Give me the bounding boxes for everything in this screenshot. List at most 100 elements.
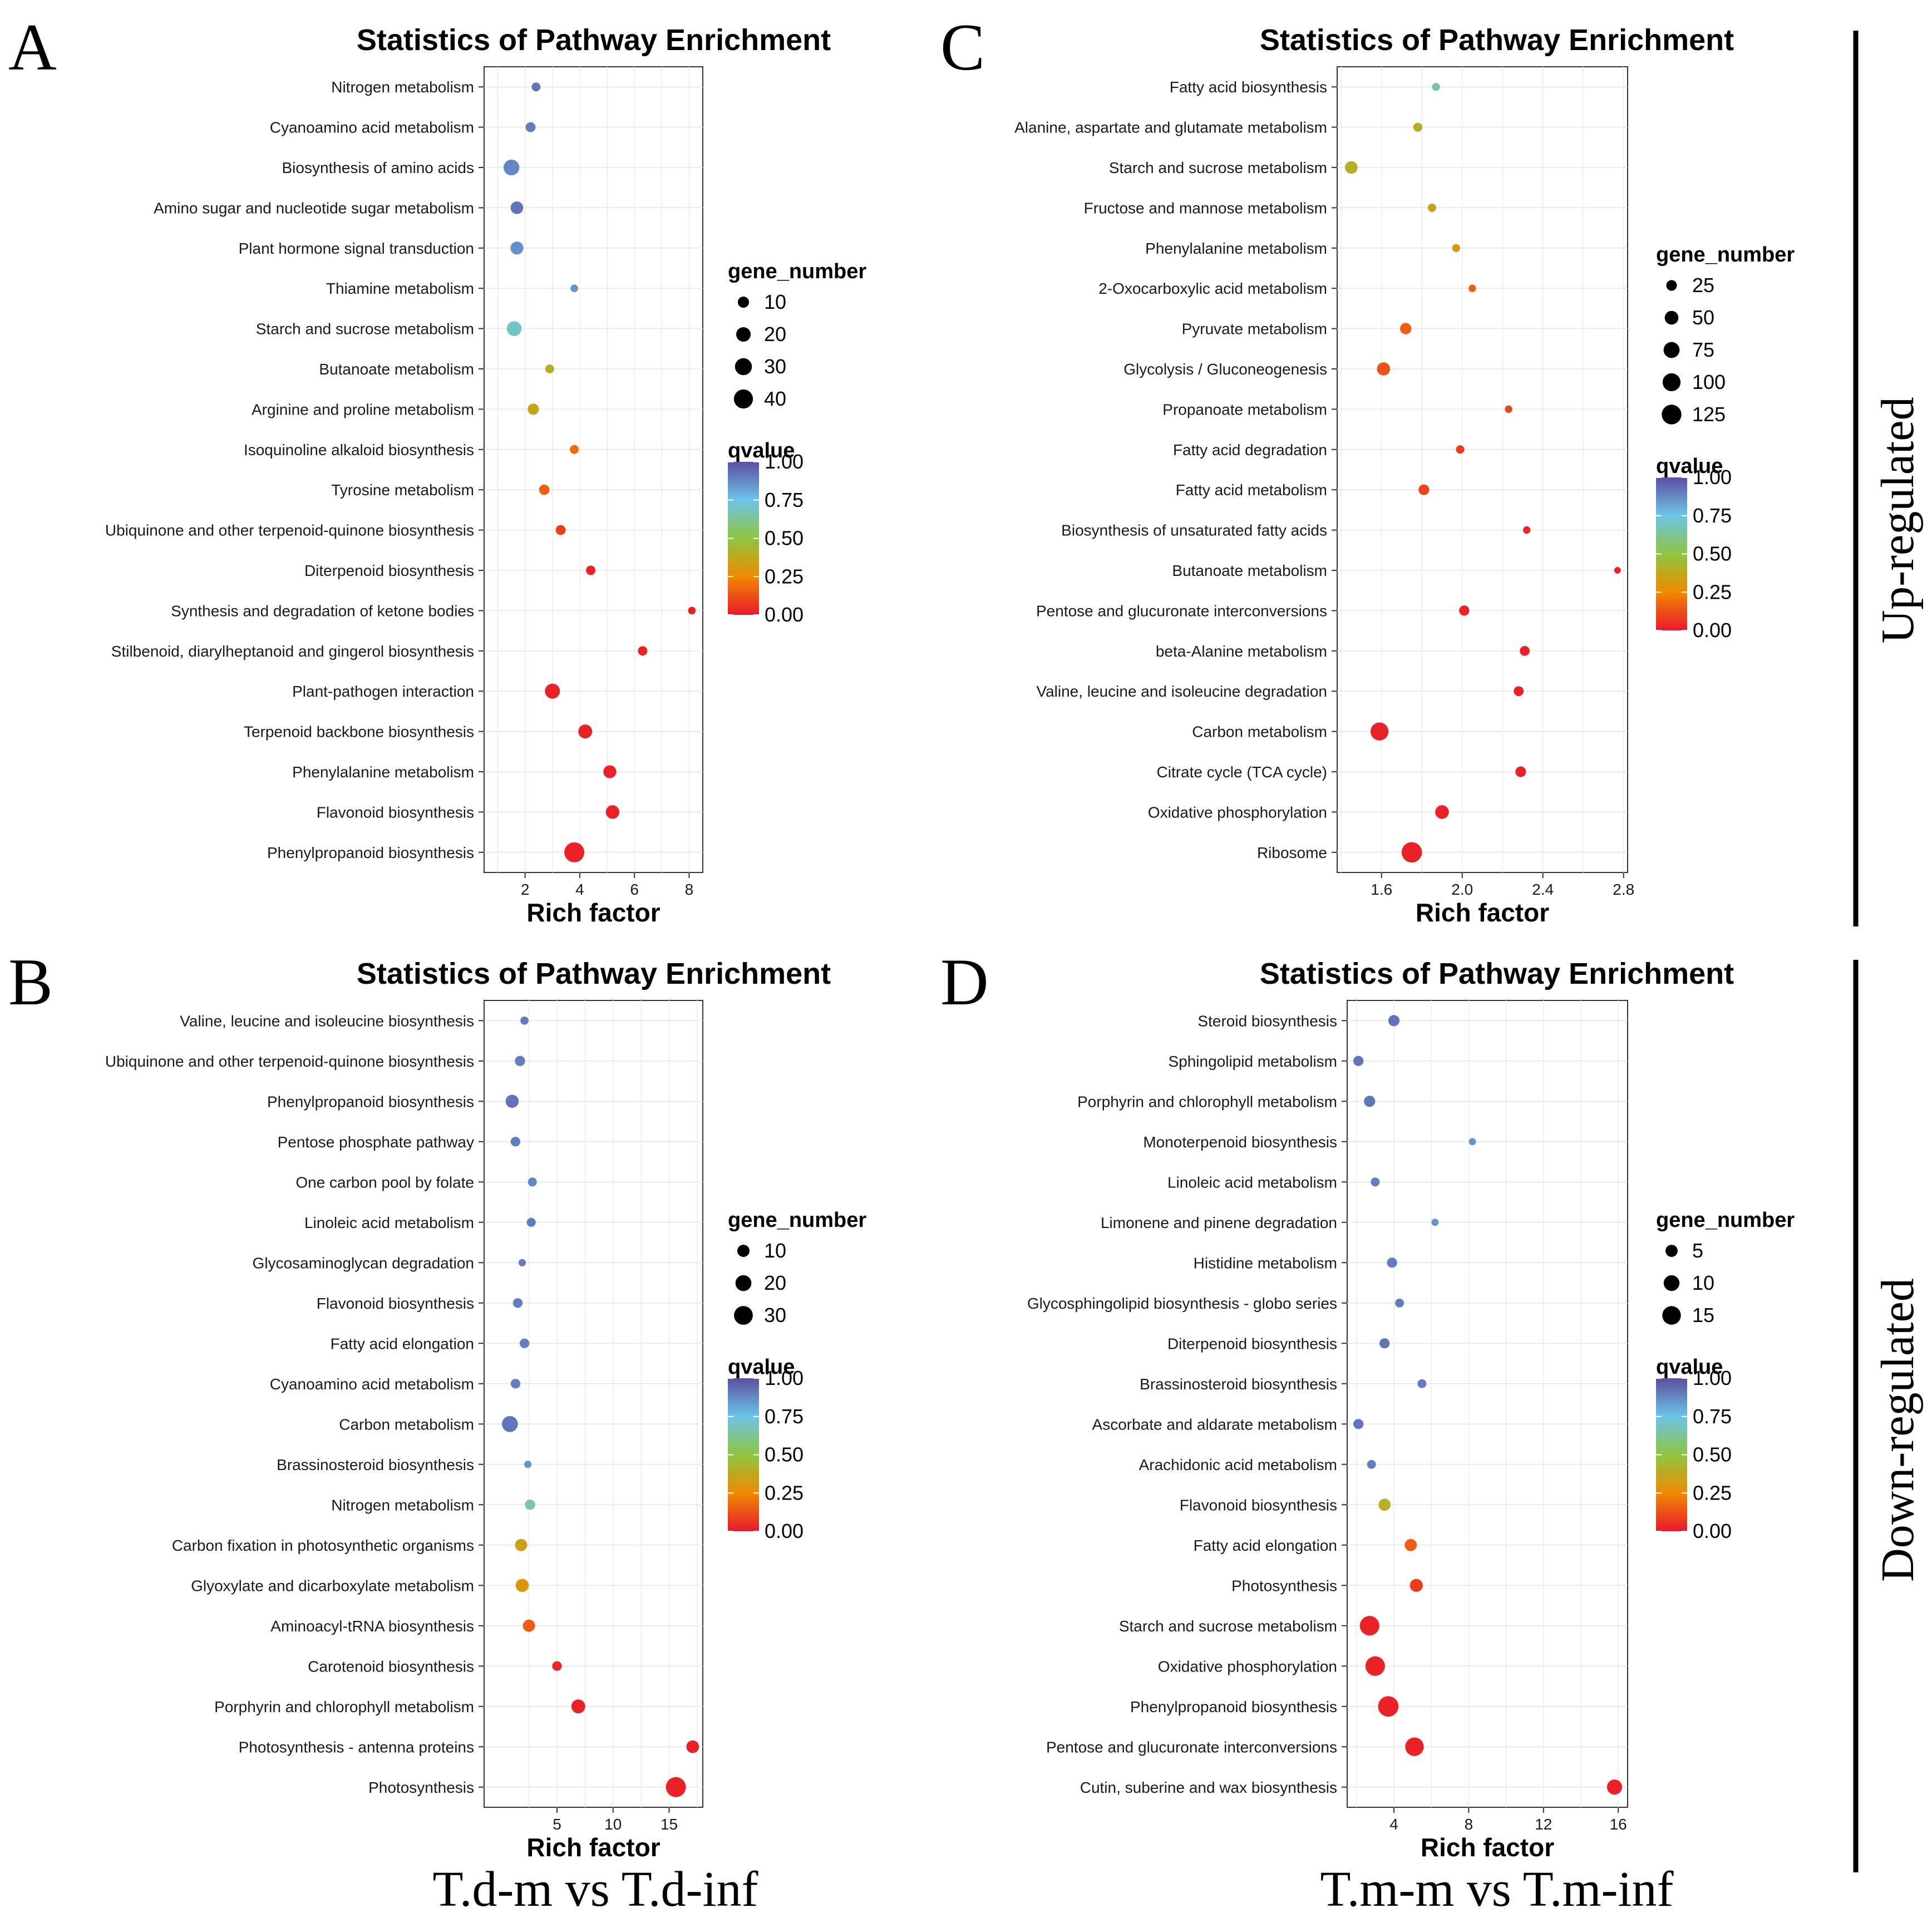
y-label-pentose-phosphate-pathway: Pentose phosphate pathway bbox=[278, 1133, 474, 1151]
point-pentose-and-glucuronate-interconversions bbox=[1405, 1737, 1424, 1756]
y-label-limonene-and-pinene-degradation: Limonene and pinene degradation bbox=[1101, 1214, 1337, 1231]
y-label-carotenoid-biosynthesis: Carotenoid biosynthesis bbox=[308, 1658, 474, 1675]
legend-size-dot bbox=[1662, 405, 1682, 425]
y-label-beta-alanine-metabolism: beta-Alanine metabolism bbox=[1156, 643, 1327, 660]
y-label-monoterpenoid-biosynthesis: Monoterpenoid biosynthesis bbox=[1143, 1133, 1337, 1151]
y-label-ubiquinone-and-other-terpenoid-quinone-biosynthesis: Ubiquinone and other terpenoid-quinone b… bbox=[105, 1053, 474, 1070]
legend-size-title: gene_number bbox=[1656, 1209, 1795, 1232]
point-oxidative-phosphorylation bbox=[1435, 805, 1449, 819]
y-label-flavonoid-biosynthesis: Flavonoid biosynthesis bbox=[1180, 1496, 1337, 1513]
point-fatty-acid-elongation bbox=[519, 1338, 530, 1348]
y-label-starch-and-sucrose-metabolism: Starch and sucrose metabolism bbox=[256, 320, 474, 338]
legend-color-label: 0.50 bbox=[1693, 1443, 1732, 1466]
x-axis-label: Rich factor bbox=[526, 1833, 660, 1862]
legend-color-title: qvalue bbox=[1656, 455, 1723, 478]
y-label-porphyrin-and-chlorophyll-metabolism: Porphyrin and chlorophyll metabolism bbox=[1077, 1093, 1337, 1110]
y-label-phenylpropanoid-biosynthesis: Phenylpropanoid biosynthesis bbox=[267, 844, 474, 861]
point-plant-hormone-signal-transduction bbox=[510, 241, 524, 255]
point-phenylpropanoid-biosynthesis bbox=[505, 1094, 519, 1108]
point-diterpenoid-biosynthesis bbox=[586, 565, 596, 575]
legend-color-title: qvalue bbox=[1656, 1355, 1723, 1379]
y-label-flavonoid-biosynthesis: Flavonoid biosynthesis bbox=[317, 803, 474, 821]
point-steroid-biosynthesis bbox=[1388, 1015, 1400, 1027]
y-label-brassinosteroid-biosynthesis: Brassinosteroid biosynthesis bbox=[1140, 1375, 1337, 1393]
plot-area bbox=[1347, 1000, 1628, 1808]
y-label-stilbenoid-diarylheptanoid-and-gingerol-biosynthesis: Stilbenoid, diarylheptanoid and gingerol… bbox=[111, 643, 474, 660]
x-tick-label: 16 bbox=[1610, 1816, 1627, 1833]
point-aminoacyl-trna-biosynthesis bbox=[523, 1619, 535, 1632]
y-label-photosynthesis-antenna-proteins: Photosynthesis - antenna proteins bbox=[239, 1738, 474, 1756]
point-cutin-suberine-and-wax-biosynthesis bbox=[1606, 1779, 1623, 1795]
legend-size-label: 40 bbox=[764, 387, 786, 410]
legend-size-dot bbox=[737, 1244, 750, 1258]
x-tick-label: 8 bbox=[685, 881, 694, 898]
point-brassinosteroid-biosynthesis bbox=[1417, 1379, 1427, 1388]
point-porphyrin-and-chlorophyll-metabolism bbox=[571, 1699, 585, 1714]
y-label-fatty-acid-biosynthesis: Fatty acid biosynthesis bbox=[1170, 78, 1327, 96]
y-label-linoleic-acid-metabolism: Linoleic acid metabolism bbox=[1167, 1173, 1337, 1191]
x-axis-label: Rich factor bbox=[526, 898, 660, 927]
y-label-linoleic-acid-metabolism: Linoleic acid metabolism bbox=[304, 1214, 474, 1231]
legend-size-title: gene_number bbox=[1656, 243, 1795, 267]
legend-size-label: 5 bbox=[1692, 1239, 1703, 1262]
x-tick-label: 15 bbox=[661, 1816, 678, 1833]
point-photosynthesis-antenna-proteins bbox=[686, 1740, 699, 1753]
legend-color-label: 0.50 bbox=[765, 1443, 804, 1466]
point-fatty-acid-biosynthesis bbox=[1432, 83, 1440, 91]
y-label-cyanoamino-acid-metabolism: Cyanoamino acid metabolism bbox=[270, 119, 474, 136]
point-pentose-phosphate-pathway bbox=[510, 1137, 521, 1147]
legend-color-title: qvalue bbox=[728, 439, 795, 462]
y-label-cutin-suberine-and-wax-biosynthesis: Cutin, suberine and wax biosynthesis bbox=[1080, 1779, 1337, 1796]
legend-color-label: 0.25 bbox=[1693, 580, 1732, 603]
point-carbon-fixation-in-photosynthetic-organisms bbox=[515, 1539, 528, 1551]
point-monoterpenoid-biosynthesis bbox=[1468, 1138, 1476, 1146]
point-isoquinoline-alkaloid-biosynthesis bbox=[570, 445, 579, 454]
legend-size-label: 30 bbox=[764, 355, 786, 378]
y-label-terpenoid-backbone-biosynthesis: Terpenoid backbone biosynthesis bbox=[244, 723, 474, 741]
legend-size-label: 100 bbox=[1692, 371, 1726, 393]
point-phenylalanine-metabolism bbox=[603, 765, 617, 778]
legend-size-dot bbox=[1663, 1275, 1680, 1291]
y-label-phenylalanine-metabolism: Phenylalanine metabolism bbox=[292, 763, 474, 781]
panel-letter-A: A bbox=[8, 10, 57, 84]
y-label-phenylalanine-metabolism: Phenylalanine metabolism bbox=[1145, 240, 1327, 257]
legend-size-dot bbox=[737, 296, 750, 308]
legend-size-dot bbox=[1662, 373, 1681, 392]
point-glyoxylate-and-dicarboxylate-metabolism bbox=[515, 1579, 529, 1592]
legend-color-label: 0.75 bbox=[765, 1405, 804, 1428]
plot-area bbox=[484, 1000, 703, 1808]
legend-color-label: 1.00 bbox=[765, 1367, 804, 1389]
point-butanoate-metabolism bbox=[545, 364, 554, 373]
panel-d-chart: Statistics of Pathway Enrichment Steroid … bbox=[1027, 957, 1795, 1862]
legend-size-dot bbox=[736, 327, 751, 342]
point-flavonoid-biosynthesis bbox=[1378, 1498, 1391, 1511]
point-brassinosteroid-biosynthesis bbox=[524, 1461, 532, 1468]
point-nitrogen-metabolism bbox=[531, 82, 541, 92]
y-label-amino-sugar-and-nucleotide-sugar-metabolism: Amino sugar and nucleotide sugar metabol… bbox=[154, 199, 474, 216]
point-ascorbate-and-aldarate-metabolism bbox=[1353, 1419, 1364, 1429]
y-label-pentose-and-glucuronate-interconversions: Pentose and glucuronate interconversions bbox=[1046, 1738, 1337, 1756]
point-thiamine-metabolism bbox=[570, 284, 578, 293]
x-axis-label: Rich factor bbox=[1416, 898, 1549, 927]
legend-size-label: 15 bbox=[1692, 1304, 1714, 1327]
y-label-thiamine-metabolism: Thiamine metabolism bbox=[326, 280, 474, 297]
y-label-sphingolipid-metabolism: Sphingolipid metabolism bbox=[1168, 1053, 1337, 1070]
y-label-photosynthesis: Photosynthesis bbox=[1231, 1577, 1337, 1594]
panel-a-chart: Statistics of Pathway Enrichment Nitrogen… bbox=[105, 23, 867, 927]
y-label-pyruvate-metabolism: Pyruvate metabolism bbox=[1182, 320, 1327, 338]
up-regulated-label: Up-regulated bbox=[1872, 397, 1924, 643]
legend-size-dot bbox=[1665, 1245, 1678, 1257]
point-starch-and-sucrose-metabolism bbox=[506, 321, 522, 336]
y-label-diterpenoid-biosynthesis: Diterpenoid biosynthesis bbox=[1167, 1335, 1337, 1352]
legend-size-label: 125 bbox=[1692, 403, 1726, 426]
x-tick-label: 10 bbox=[604, 1816, 622, 1833]
comparison-label-tm: T.m-m vs T.m-inf bbox=[1320, 1862, 1674, 1917]
legend-color-label: 0.50 bbox=[765, 527, 804, 550]
y-label-biosynthesis-of-unsaturated-fatty-acids: Biosynthesis of unsaturated fatty acids bbox=[1061, 522, 1327, 539]
x-tick-label: 2.8 bbox=[1613, 881, 1634, 898]
panel-letter-B: B bbox=[8, 945, 53, 1019]
y-label-one-carbon-pool-by-folate: One carbon pool by folate bbox=[295, 1173, 474, 1191]
legend-size-dot bbox=[733, 389, 753, 409]
point-one-carbon-pool-by-folate bbox=[528, 1177, 537, 1187]
point-ubiquinone-and-other-terpenoid-quinone-biosynthesis bbox=[515, 1056, 525, 1066]
